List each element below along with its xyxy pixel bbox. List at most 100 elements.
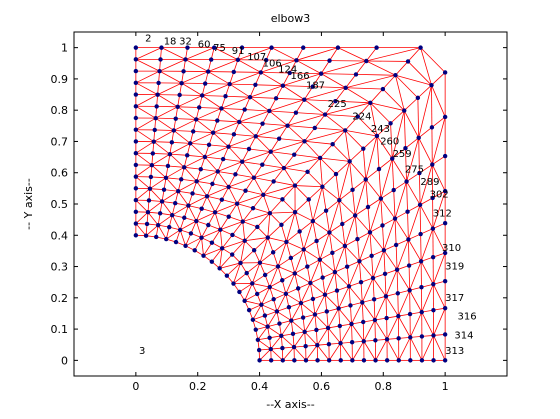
mesh-node	[306, 197, 311, 202]
mesh-edge	[206, 186, 229, 197]
mesh-edge	[177, 95, 203, 108]
mesh-node	[378, 196, 384, 201]
node-label: 106	[263, 58, 282, 69]
mesh-edge	[173, 119, 197, 131]
mesh-edge	[212, 183, 229, 188]
mesh-edge	[214, 212, 221, 230]
mesh-edge	[290, 257, 296, 274]
mesh-edge	[420, 228, 434, 262]
mesh-edge	[147, 211, 159, 226]
mesh-edge	[310, 259, 321, 284]
mesh-node	[206, 142, 212, 148]
mesh-edge	[395, 74, 432, 86]
mesh-edge	[393, 181, 407, 191]
mesh-node	[369, 253, 374, 258]
mesh-node	[374, 133, 380, 139]
mesh-edge	[221, 234, 233, 249]
mesh-edge	[280, 320, 292, 337]
mesh-node	[231, 281, 236, 286]
mesh-edge	[314, 127, 346, 131]
mesh-edge	[351, 323, 353, 343]
mesh-edge	[344, 130, 364, 149]
mesh-edge	[373, 299, 376, 321]
mesh-edge	[244, 240, 255, 251]
mesh-edge	[172, 205, 189, 216]
mesh-edge	[409, 290, 423, 313]
mesh-edge	[277, 266, 295, 274]
mesh-edge	[286, 241, 304, 250]
mesh-edge	[338, 286, 350, 309]
mesh-edge	[259, 237, 269, 263]
mesh-edge	[177, 191, 189, 206]
axis-ticks: 0 0.2 0.4 0.6 0.8 1 0 0.1 0.2 0.3 0.4 0.5 0.6 0.7 0.8 0…	[51, 32, 507, 393]
mesh-edge	[189, 143, 206, 158]
mesh-edge	[221, 107, 245, 110]
mesh-node	[259, 302, 264, 307]
mesh-edge	[283, 167, 296, 186]
mesh-node	[408, 335, 413, 340]
mesh-edge	[304, 331, 307, 347]
mesh-node	[267, 108, 272, 114]
mesh-edge	[390, 110, 405, 124]
mesh-node	[196, 105, 202, 110]
mesh-node	[215, 118, 220, 123]
mesh-edge	[281, 280, 287, 294]
mesh-edge	[332, 245, 346, 254]
y-tick-label: 1	[61, 42, 68, 55]
mesh-node	[430, 226, 436, 231]
mesh-node	[280, 197, 285, 202]
mesh-edge	[219, 216, 230, 230]
mesh-edge	[135, 129, 155, 143]
mesh-edge	[294, 211, 314, 222]
mesh-edge	[293, 346, 307, 361]
mesh-edge	[378, 158, 393, 170]
mesh-node	[320, 275, 325, 280]
mesh-node	[144, 221, 150, 227]
mesh-node	[361, 146, 366, 151]
mesh-edge	[418, 127, 433, 139]
mesh-node	[393, 73, 398, 78]
mesh-node	[442, 153, 448, 159]
mesh-node	[364, 58, 369, 64]
mesh-edge	[344, 116, 359, 131]
mesh-edge	[207, 71, 230, 85]
mesh-edge	[282, 185, 296, 200]
mesh-node	[430, 195, 435, 201]
mesh-edge	[354, 215, 371, 233]
mesh-node	[218, 227, 223, 232]
mesh-edge	[386, 315, 399, 340]
mesh-node	[201, 253, 206, 258]
mesh-edge	[419, 164, 433, 174]
node-label: 310	[442, 243, 461, 254]
mesh-edge	[331, 252, 336, 273]
mesh-edge	[319, 157, 323, 187]
mesh-edge	[204, 146, 229, 158]
mesh-edge	[270, 138, 280, 152]
mesh-node	[146, 198, 152, 203]
mesh-node	[361, 339, 366, 344]
mesh-node	[317, 155, 323, 161]
mesh-node	[396, 313, 401, 319]
mesh-edge	[420, 47, 432, 86]
mesh-node	[361, 319, 366, 325]
mesh-edge	[262, 164, 284, 169]
mesh-edge	[228, 177, 255, 188]
mesh-node	[202, 81, 208, 86]
mesh-edge	[248, 148, 271, 153]
mesh-edge	[151, 164, 167, 179]
mesh-node	[212, 210, 218, 215]
mesh-edge	[231, 240, 246, 255]
mesh-edge	[184, 166, 201, 170]
mesh-edge	[391, 158, 395, 191]
mesh-edge	[395, 74, 419, 99]
mesh-edge	[283, 167, 308, 173]
mesh-node	[303, 358, 309, 363]
mesh-node	[267, 335, 272, 340]
mesh-edge	[329, 223, 343, 233]
mesh-edge	[201, 224, 209, 238]
mesh-edge	[196, 119, 218, 121]
mesh-edge	[285, 273, 296, 294]
mesh-edge	[221, 108, 240, 123]
mesh-edge	[344, 130, 351, 162]
mesh-node	[157, 68, 162, 74]
